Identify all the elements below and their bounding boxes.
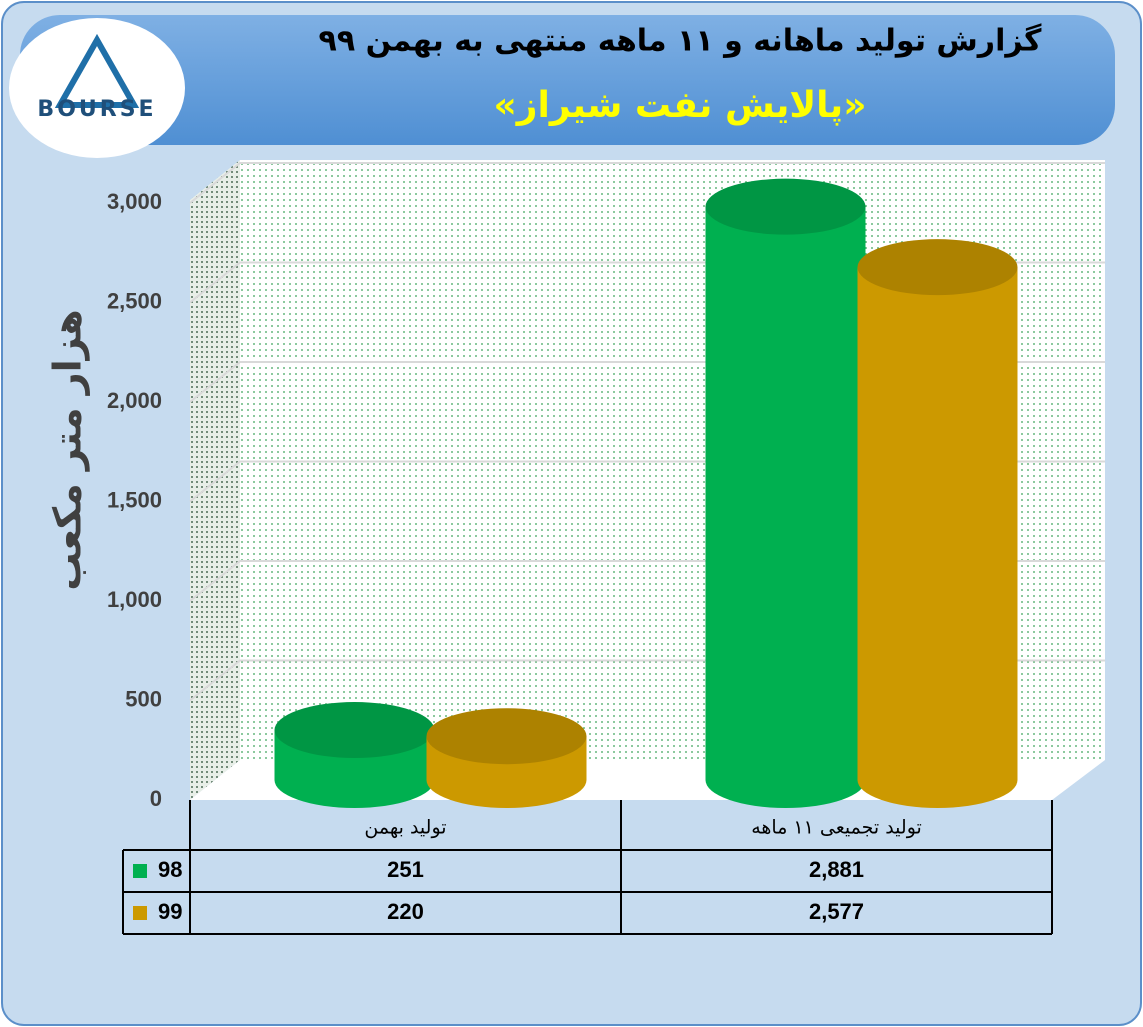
y-tick-label: 0 — [150, 786, 162, 811]
y-tick-label: 2,000 — [107, 388, 162, 413]
x-tick-label: تولید بهمن — [364, 817, 446, 839]
bar-body — [857, 267, 1018, 808]
bar — [705, 178, 866, 808]
bar-top — [857, 239, 1018, 296]
y-tick-label: 1,500 — [107, 487, 162, 512]
table-value: 2,881 — [809, 857, 864, 882]
legend-label: 99 — [158, 899, 182, 924]
y-tick-label: 500 — [125, 686, 162, 711]
bar — [274, 702, 435, 808]
bar-body — [705, 206, 866, 808]
logo-circle — [9, 18, 185, 158]
chart-title: گزارش تولید ماهانه و ۱۱ ماهه منتهی به به… — [319, 23, 1042, 59]
table-value: 220 — [387, 899, 424, 924]
bars — [274, 178, 1018, 808]
y-axis-label: هزار متر مکعب — [46, 309, 90, 590]
legend-swatch — [133, 906, 147, 920]
bar — [857, 239, 1018, 808]
y-tick-label: 3,000 — [107, 189, 162, 214]
table-value: 2,577 — [809, 899, 864, 924]
table-value: 251 — [387, 857, 424, 882]
bar-top — [274, 702, 435, 759]
side-wall — [190, 160, 240, 800]
grid-line — [189, 162, 1105, 204]
logo-mark — [54, 33, 140, 108]
x-tick-label: تولید تجمیعی ۱۱ ماهه — [751, 817, 922, 839]
bar-top — [426, 708, 587, 765]
legend-swatch — [133, 864, 147, 878]
y-tick-label: 1,000 — [107, 587, 162, 612]
header-banner — [20, 15, 1115, 145]
y-tick-label: 2,500 — [107, 288, 162, 313]
chart-subtitle: «پالایش نفت شیراز» — [494, 85, 867, 126]
bar — [426, 708, 587, 808]
data-table: تولید بهمن تولید تجمیعی ۱۱ ماهه 98 251 2,881… — [122, 800, 1053, 935]
legend-label: 98 — [158, 857, 182, 882]
bar-top — [705, 178, 866, 235]
logo-text: BOURSE — [37, 97, 156, 122]
